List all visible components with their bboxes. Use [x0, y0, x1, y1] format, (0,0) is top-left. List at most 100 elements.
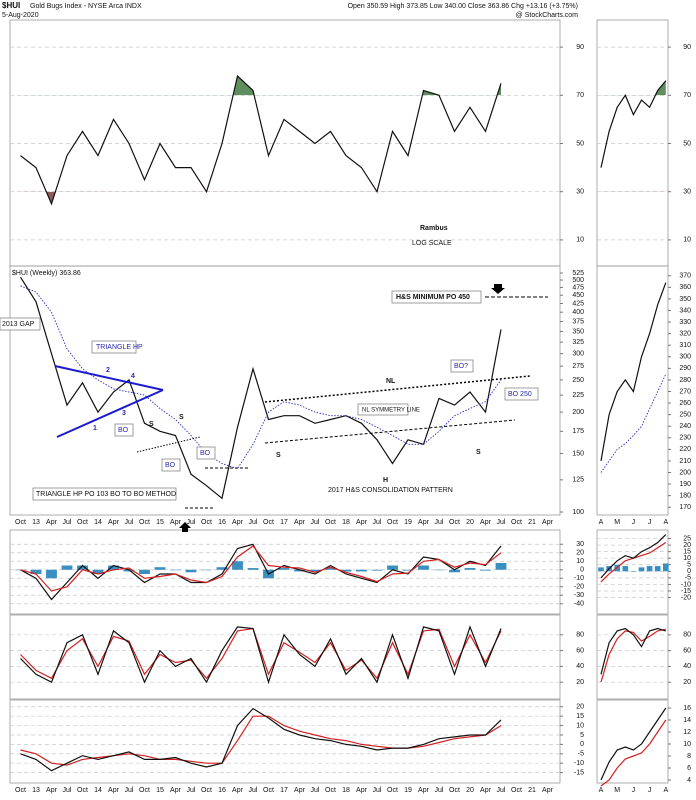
y-tick-label: -15 [574, 769, 584, 776]
histogram-bar [371, 569, 383, 571]
y-tick-label: 210 [679, 458, 691, 465]
x-tick-label: Apr [480, 519, 492, 526]
x-tick-label: Apr [232, 787, 244, 794]
y-tick-label: 10 [683, 741, 691, 748]
panel-frame [596, 265, 669, 516]
x-tick-label: Apr [418, 787, 430, 794]
label-box [91, 340, 137, 354]
band-fill [601, 80, 666, 96]
histogram-bar [622, 566, 629, 572]
x-tick-label: Oct [15, 519, 26, 526]
x-tick-label: 20 [466, 787, 474, 794]
y-tick-label: 20 [576, 679, 584, 686]
histogram-bar [662, 563, 669, 572]
series-line [20, 707, 502, 772]
annotation: BO [165, 462, 176, 469]
y-tick-label: 10 [683, 237, 691, 244]
annotations: Rambus LOG SCALE $HUI (Weekly) 363.86 H&… [2, 225, 532, 498]
histogram-bar [356, 569, 367, 572]
y-tick-label: 80 [683, 632, 691, 639]
x-tick-label: Oct [139, 787, 150, 794]
series-line [600, 627, 666, 675]
series-line [600, 719, 667, 787]
quote: Open 350.59 High 373.85 Low 340.00 Close… [348, 3, 578, 10]
y-tick-label: 400 [572, 309, 584, 316]
y-tick-label: 475 [572, 284, 584, 291]
series-line [20, 715, 502, 766]
triangle-top [54, 365, 164, 391]
histogram-bar [278, 568, 290, 570]
annotation: S [179, 414, 184, 421]
y-tick-label: 70 [576, 92, 584, 99]
neckline [264, 375, 531, 403]
x-tick-label: Apr [542, 519, 554, 526]
histogram-bar [598, 567, 604, 572]
histogram-bar [495, 562, 507, 570]
y-tick-label: 450 [572, 292, 584, 299]
annotation: BO [118, 427, 129, 434]
label-box [357, 403, 409, 416]
x-tick-label: A [663, 787, 668, 794]
x-tick-label: Oct [15, 787, 26, 794]
series-line [20, 74, 502, 206]
y-tick-label: 190 [679, 481, 691, 488]
panel-frame [9, 614, 561, 700]
y-tick-label: 16 [683, 705, 691, 712]
x-tick-label: 18 [342, 787, 350, 794]
y-tick-label: 20 [576, 704, 584, 711]
x-tick-label: 21 [528, 519, 536, 526]
x-tick-label: Jul [249, 787, 258, 794]
annotation: TRIANGLE HP PO 103 BO TO BO METHOD [36, 491, 176, 498]
annotation: H [383, 477, 388, 484]
x-tick-label: 17 [280, 519, 288, 526]
annotation: 3 [122, 410, 126, 417]
x-tick-label: Oct [449, 787, 460, 794]
x-tick-label: Jul [63, 519, 72, 526]
y-tick-label: 175 [572, 428, 584, 435]
y-tick-label: -15 [681, 588, 691, 595]
x-tick-label: Apr [232, 519, 244, 526]
annotation: S [276, 452, 281, 459]
x-tick-label: Jul [125, 787, 134, 794]
histogram-bar [108, 565, 119, 570]
x-tick-label: Jul [125, 519, 134, 526]
x-tick-label: Apr [170, 787, 182, 794]
y-tick-label: 30 [576, 189, 584, 196]
y-tick-label: 170 [679, 504, 691, 511]
triangle-bottom [56, 389, 164, 438]
x-tick-label: A [599, 519, 604, 526]
y-tick-label: 12 [683, 729, 691, 736]
y-tick-label: 200 [572, 409, 584, 416]
x-tick-label: Apr [108, 787, 120, 794]
x-tick-label: Oct [449, 519, 460, 526]
x-tick-label: Oct [201, 519, 212, 526]
y-tick-label: 4 [687, 777, 691, 784]
histogram-bar [418, 565, 429, 570]
annotation: S [149, 421, 154, 428]
y-tick-label: 60 [683, 647, 691, 654]
y-tick-label: 230 [679, 435, 691, 442]
y-tick-label: 50 [683, 140, 691, 147]
histogram-bar [387, 565, 398, 570]
x-tick-label: 13 [32, 519, 40, 526]
x-tick-label: 15 [156, 787, 164, 794]
x-tick-label: Oct [263, 787, 274, 794]
histogram-bar [294, 569, 305, 572]
annotation: BO [200, 450, 211, 457]
y-tick-label: 290 [679, 365, 691, 372]
y-tick-label: 180 [679, 492, 691, 499]
label-box [114, 423, 134, 437]
y-tick-label: 20 [683, 679, 691, 686]
x-tick-label: 17 [280, 787, 288, 794]
histogram-bar [638, 567, 645, 572]
annotation: 4 [131, 373, 135, 380]
y-tick-label: 320 [679, 330, 691, 337]
x-tick-label: Jul [187, 787, 196, 794]
x-tick-label: Apr [170, 519, 182, 526]
label-box [450, 359, 474, 373]
x-tick-label: Apr [356, 787, 368, 794]
y-tick-label: 525 [572, 270, 584, 277]
y-tick-label: 325 [572, 339, 584, 346]
x-tick-label: 14 [94, 519, 102, 526]
